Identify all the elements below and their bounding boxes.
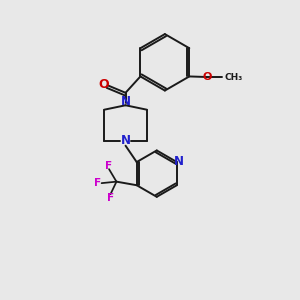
Text: F: F bbox=[107, 193, 114, 203]
Text: O: O bbox=[99, 78, 110, 91]
Text: N: N bbox=[121, 134, 130, 147]
Text: F: F bbox=[106, 161, 112, 171]
Text: CH₃: CH₃ bbox=[224, 73, 243, 82]
Text: F: F bbox=[94, 178, 102, 188]
Text: N: N bbox=[174, 154, 184, 168]
Text: N: N bbox=[121, 95, 130, 108]
Text: O: O bbox=[202, 72, 212, 82]
